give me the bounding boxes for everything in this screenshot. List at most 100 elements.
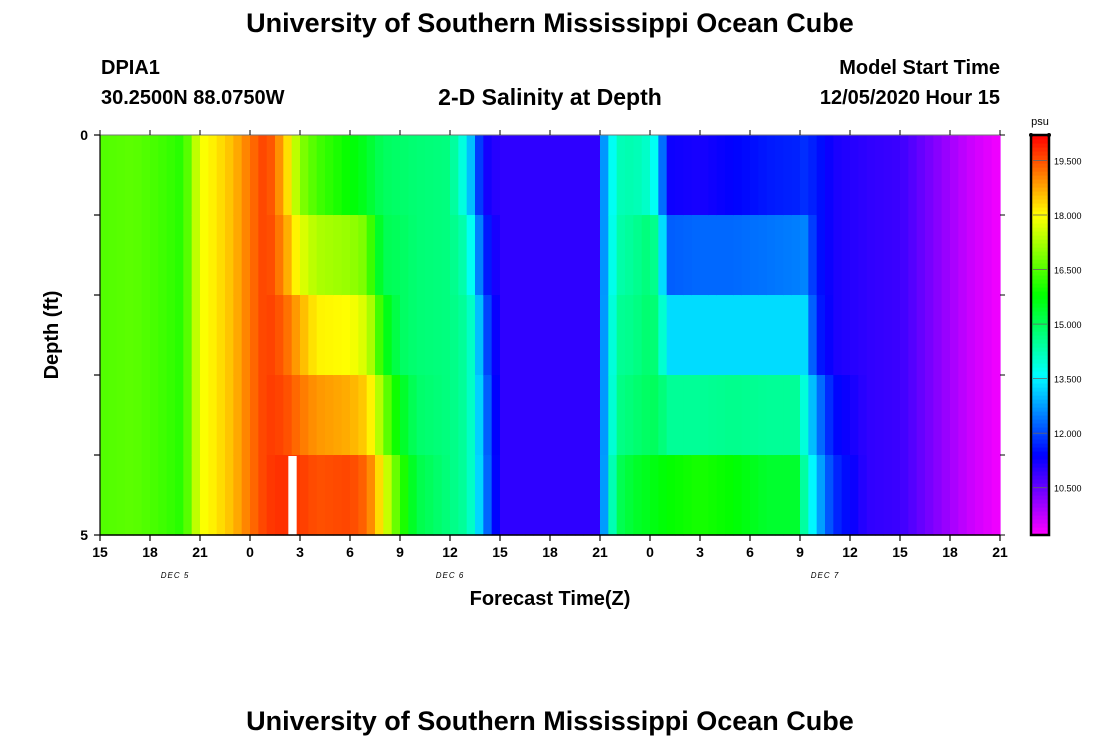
x-tick-label: 12 bbox=[442, 544, 458, 560]
heatmap-cell bbox=[633, 295, 643, 376]
heatmap-cell bbox=[683, 295, 693, 376]
heatmap-cell bbox=[541, 455, 551, 536]
heatmap-cell bbox=[325, 455, 334, 536]
heatmap-cell bbox=[783, 455, 793, 536]
colorbar-segment bbox=[1031, 343, 1049, 348]
heatmap-cell bbox=[841, 135, 851, 216]
colorbar-segment bbox=[1031, 203, 1049, 208]
heatmap-cell bbox=[658, 375, 668, 456]
colorbar-segment bbox=[1031, 179, 1049, 184]
heatmap-cell bbox=[408, 295, 418, 376]
heatmap-cell bbox=[283, 295, 293, 376]
heatmap-cell bbox=[666, 135, 676, 216]
heatmap-cell bbox=[858, 135, 868, 216]
heatmap-cell bbox=[166, 135, 176, 216]
model-start-value: 12/05/2020 Hour 15 bbox=[819, 87, 1000, 109]
heatmap-cell bbox=[541, 375, 551, 456]
heatmap-cell bbox=[191, 295, 201, 376]
colorbar-segment bbox=[1031, 427, 1049, 432]
heatmap-cell bbox=[250, 215, 259, 296]
heatmap-cell bbox=[125, 455, 134, 536]
heatmap-cell bbox=[183, 135, 193, 216]
heatmap-cell bbox=[791, 215, 801, 296]
heatmap-cell bbox=[525, 215, 534, 296]
heatmap-cell bbox=[166, 215, 176, 296]
heatmap-cell bbox=[391, 295, 401, 376]
colorbar-segment bbox=[1031, 415, 1049, 420]
heatmap-cell bbox=[608, 295, 618, 376]
heatmap-cell bbox=[766, 215, 776, 296]
heatmap-cell bbox=[633, 135, 643, 216]
heatmap-cell bbox=[741, 455, 751, 536]
heatmap-cell bbox=[616, 375, 626, 456]
heatmap-cell bbox=[258, 375, 268, 456]
heatmap-cell bbox=[708, 455, 718, 536]
colorbar-segment bbox=[1031, 327, 1049, 332]
heatmap-cell bbox=[400, 295, 409, 376]
heatmap-cell bbox=[325, 375, 334, 456]
heatmap-cell bbox=[183, 295, 193, 376]
heatmap-cell bbox=[808, 375, 818, 456]
heatmap-cell bbox=[350, 215, 359, 296]
heatmap-cell bbox=[100, 295, 109, 376]
heatmap-cell bbox=[116, 135, 126, 216]
heatmap-cell bbox=[600, 455, 609, 536]
heatmap-cell bbox=[358, 135, 368, 216]
heatmap-cell bbox=[516, 295, 526, 376]
heatmap-cell bbox=[850, 295, 859, 376]
heatmap-cell bbox=[858, 375, 868, 456]
chart-subtitle: 2-D Salinity at Depth bbox=[438, 84, 662, 110]
heatmap-cell bbox=[216, 375, 226, 456]
x-tick-label: 3 bbox=[296, 544, 304, 560]
heatmap-cell bbox=[241, 295, 251, 376]
heatmap-cell bbox=[733, 455, 743, 536]
heatmap-cell bbox=[541, 215, 551, 296]
heatmap-cell bbox=[208, 135, 218, 216]
page-title: University of Southern Mississippi Ocean… bbox=[246, 8, 854, 38]
colorbar-segment bbox=[1031, 259, 1049, 264]
heatmap-cell bbox=[825, 295, 834, 376]
heatmap-cell bbox=[691, 455, 701, 536]
colorbar-segment bbox=[1031, 271, 1049, 276]
colorbar-segment bbox=[1031, 459, 1049, 464]
heatmap-cell bbox=[158, 215, 168, 296]
heatmap-cell bbox=[616, 215, 626, 296]
heatmap-cell bbox=[675, 375, 684, 456]
x-tick-label: 15 bbox=[92, 544, 108, 560]
heatmap-cell bbox=[383, 455, 393, 536]
heatmap-cell bbox=[358, 455, 368, 536]
colorbar-unit: psu bbox=[1031, 116, 1049, 128]
heatmap-cell bbox=[983, 295, 993, 376]
date-annotation: DEC 6 bbox=[436, 571, 465, 580]
heatmap-cell bbox=[666, 295, 676, 376]
heatmap-cell bbox=[283, 215, 293, 296]
heatmap-cell bbox=[675, 135, 684, 216]
heatmap-cell bbox=[491, 295, 501, 376]
colorbar-segment bbox=[1031, 531, 1049, 536]
heatmap-cell bbox=[166, 455, 176, 536]
heatmap-cell bbox=[908, 295, 918, 376]
heatmap-cell bbox=[358, 375, 368, 456]
heatmap-cell bbox=[458, 135, 468, 216]
heatmap-cell bbox=[383, 135, 393, 216]
heatmap-cell bbox=[483, 215, 493, 296]
heatmap-cell bbox=[483, 455, 493, 536]
heatmap-cell bbox=[766, 135, 776, 216]
heatmap-cell bbox=[625, 215, 634, 296]
heatmap-cell bbox=[791, 295, 801, 376]
heatmap-cell bbox=[375, 215, 384, 296]
heatmap-cell bbox=[891, 215, 901, 296]
heatmap-cell bbox=[500, 295, 509, 376]
colorbar-tick-label: 19.500 bbox=[1054, 156, 1082, 166]
heatmap-cell bbox=[766, 455, 776, 536]
heatmap-cell bbox=[250, 455, 259, 536]
heatmap-cell bbox=[975, 135, 984, 216]
heatmap-cell bbox=[308, 295, 318, 376]
heatmap-cells bbox=[100, 135, 1001, 536]
heatmap-cell bbox=[341, 215, 351, 296]
heatmap-cell bbox=[166, 295, 176, 376]
heatmap-cell bbox=[358, 215, 368, 296]
station-coordinates: 30.2500N 88.0750W bbox=[101, 87, 285, 109]
colorbar-segment bbox=[1031, 399, 1049, 404]
heatmap-cell bbox=[600, 135, 609, 216]
